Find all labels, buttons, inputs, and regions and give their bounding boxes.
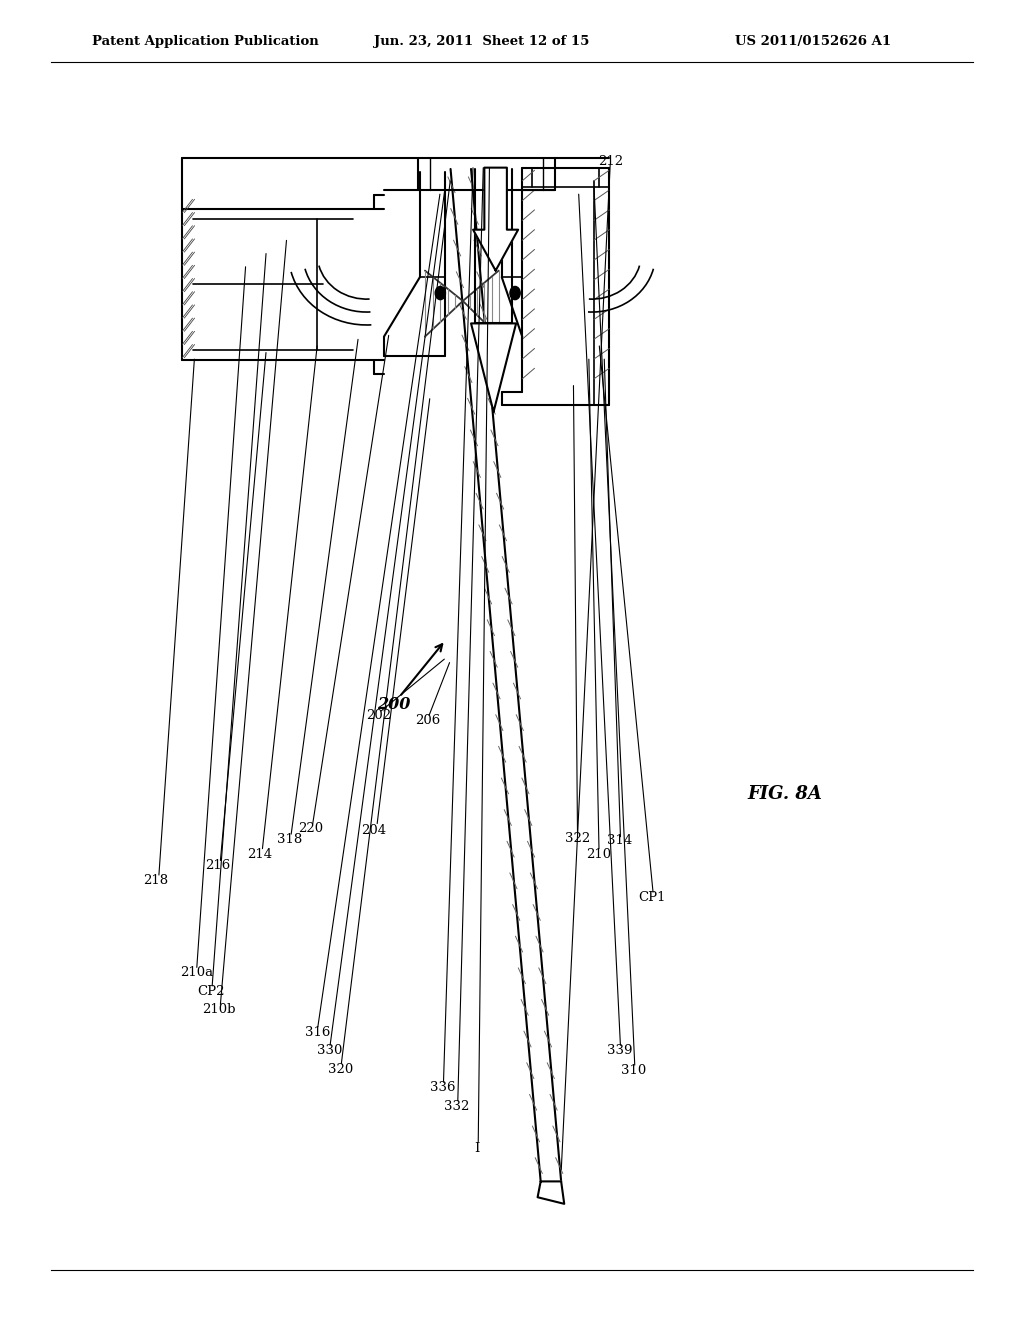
Text: 310: 310 <box>622 1064 646 1077</box>
Text: 204: 204 <box>361 824 386 837</box>
Text: 210: 210 <box>587 847 611 861</box>
Text: 318: 318 <box>278 833 302 846</box>
Text: 218: 218 <box>143 874 168 887</box>
Text: Patent Application Publication: Patent Application Publication <box>92 34 318 48</box>
Text: FIG. 8A: FIG. 8A <box>748 784 822 803</box>
Text: 332: 332 <box>444 1100 469 1113</box>
Text: 314: 314 <box>607 834 632 847</box>
Text: US 2011/0152626 A1: US 2011/0152626 A1 <box>735 34 891 48</box>
Text: 214: 214 <box>248 847 272 861</box>
Text: 316: 316 <box>305 1026 330 1039</box>
Text: 220: 220 <box>298 822 323 836</box>
Text: 339: 339 <box>607 1044 632 1057</box>
Text: 212: 212 <box>598 154 623 168</box>
Text: 336: 336 <box>430 1081 455 1094</box>
Circle shape <box>510 286 520 300</box>
Polygon shape <box>473 168 518 271</box>
Polygon shape <box>451 169 561 1181</box>
Text: CP2: CP2 <box>198 985 224 998</box>
Text: 202: 202 <box>367 709 391 722</box>
Text: 320: 320 <box>329 1063 353 1076</box>
Text: 206: 206 <box>416 714 440 727</box>
Text: 210a: 210a <box>180 966 213 979</box>
Text: 322: 322 <box>565 832 590 845</box>
Polygon shape <box>538 1181 564 1204</box>
Text: 210b: 210b <box>203 1003 236 1016</box>
Polygon shape <box>182 209 384 360</box>
Text: CP1: CP1 <box>639 891 666 904</box>
Text: I: I <box>474 1142 480 1155</box>
Polygon shape <box>471 323 516 412</box>
Text: Jun. 23, 2011  Sheet 12 of 15: Jun. 23, 2011 Sheet 12 of 15 <box>374 34 589 48</box>
Text: 330: 330 <box>317 1044 342 1057</box>
Text: 200: 200 <box>378 697 411 713</box>
Text: 216: 216 <box>206 859 230 873</box>
Circle shape <box>435 286 445 300</box>
